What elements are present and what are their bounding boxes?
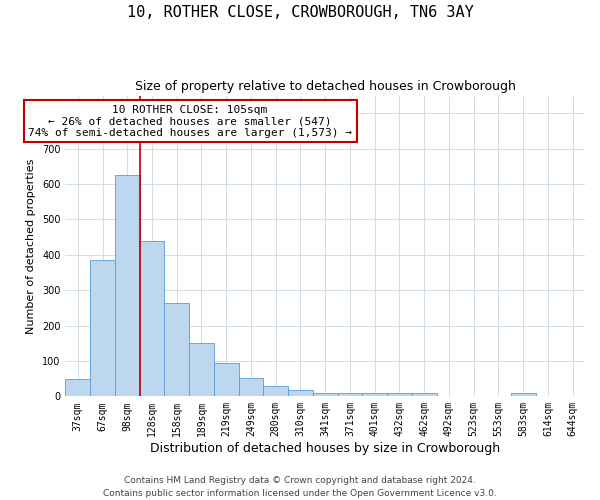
Bar <box>338 393 362 396</box>
Bar <box>164 302 189 396</box>
Bar <box>65 380 90 396</box>
Text: 10 ROTHER CLOSE: 105sqm
← 26% of detached houses are smaller (547)
74% of semi-d: 10 ROTHER CLOSE: 105sqm ← 26% of detache… <box>28 104 352 138</box>
Bar <box>214 362 239 396</box>
Bar <box>313 393 338 396</box>
Title: Size of property relative to detached houses in Crowborough: Size of property relative to detached ho… <box>135 80 515 93</box>
Bar <box>387 393 412 396</box>
Bar <box>263 386 288 396</box>
Bar <box>239 378 263 396</box>
Y-axis label: Number of detached properties: Number of detached properties <box>26 158 37 334</box>
Bar <box>115 175 140 396</box>
Bar <box>511 393 536 396</box>
Bar <box>362 393 387 396</box>
Bar <box>140 240 164 396</box>
Text: 10, ROTHER CLOSE, CROWBOROUGH, TN6 3AY: 10, ROTHER CLOSE, CROWBOROUGH, TN6 3AY <box>127 5 473 20</box>
Bar <box>288 390 313 396</box>
Bar <box>90 260 115 396</box>
Text: Contains HM Land Registry data © Crown copyright and database right 2024.
Contai: Contains HM Land Registry data © Crown c… <box>103 476 497 498</box>
Bar <box>189 342 214 396</box>
Bar <box>412 393 437 396</box>
X-axis label: Distribution of detached houses by size in Crowborough: Distribution of detached houses by size … <box>150 442 500 455</box>
